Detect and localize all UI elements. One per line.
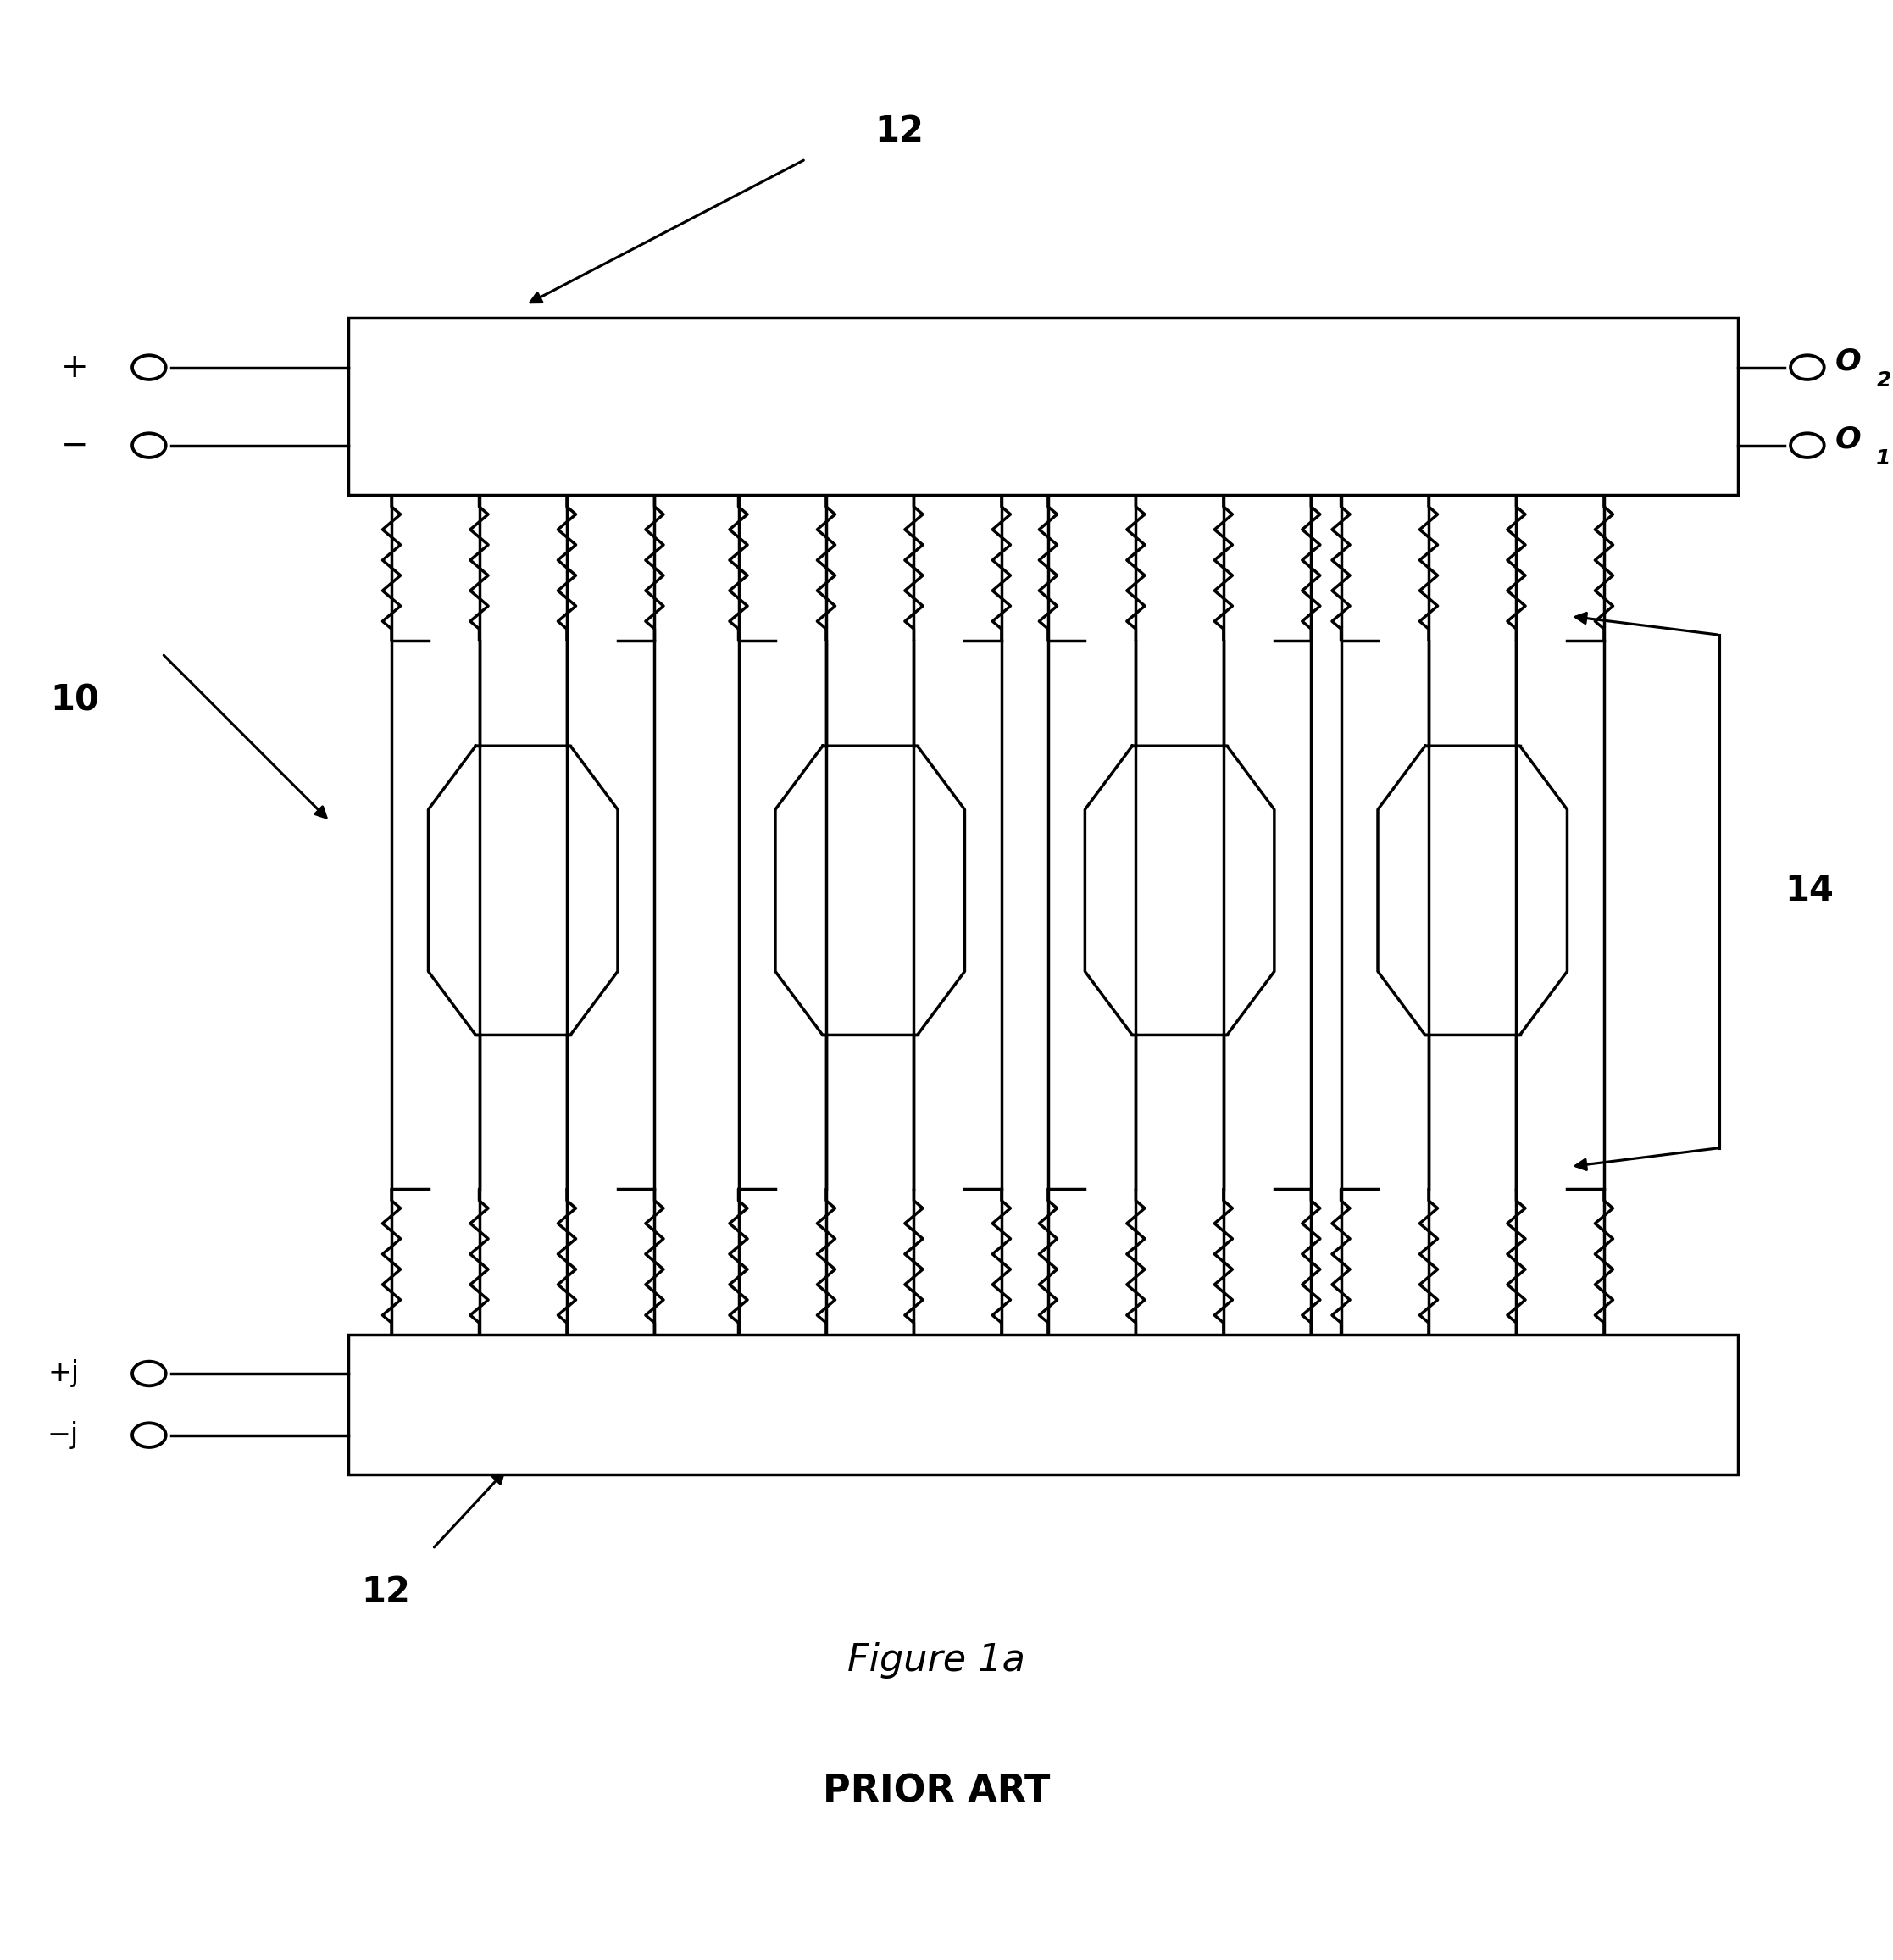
Text: Figure 1a: Figure 1a bbox=[848, 1642, 1026, 1680]
Text: 1: 1 bbox=[1876, 449, 1891, 468]
Text: +: + bbox=[61, 351, 89, 384]
Text: O: O bbox=[1836, 347, 1861, 376]
Text: +j: +j bbox=[47, 1360, 80, 1388]
Bar bbox=[348, 1335, 1738, 1474]
Text: 10: 10 bbox=[49, 682, 98, 717]
Text: O: O bbox=[1836, 425, 1861, 455]
Text: −: − bbox=[61, 429, 89, 461]
Text: 12: 12 bbox=[875, 114, 924, 149]
Text: 2: 2 bbox=[1876, 370, 1891, 390]
Text: 14: 14 bbox=[1785, 872, 1834, 907]
Text: −j: −j bbox=[47, 1421, 80, 1448]
Bar bbox=[348, 318, 1738, 496]
Text: PRIOR ART: PRIOR ART bbox=[822, 1774, 1051, 1809]
Text: 12: 12 bbox=[362, 1574, 411, 1609]
